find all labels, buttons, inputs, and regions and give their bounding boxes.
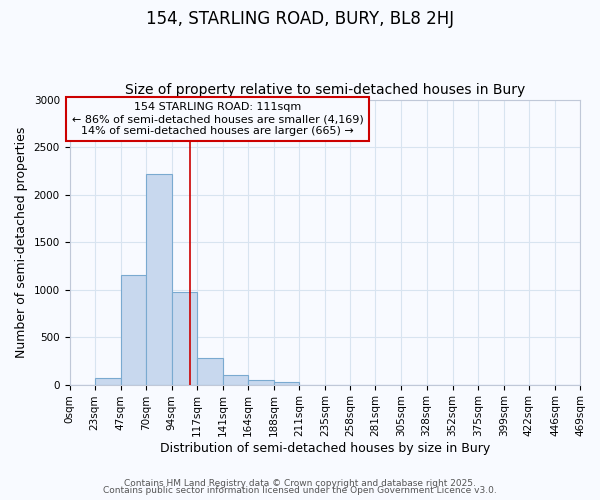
Text: 154, STARLING ROAD, BURY, BL8 2HJ: 154, STARLING ROAD, BURY, BL8 2HJ [146,10,454,28]
Bar [121,276,146,384]
Text: 154 STARLING ROAD: 111sqm
← 86% of semi-detached houses are smaller (4,169)
14% : 154 STARLING ROAD: 111sqm ← 86% of semi-… [72,102,364,136]
Text: Contains HM Land Registry data © Crown copyright and database right 2025.: Contains HM Land Registry data © Crown c… [124,478,476,488]
Text: Contains public sector information licensed under the Open Government Licence v3: Contains public sector information licen… [103,486,497,495]
X-axis label: Distribution of semi-detached houses by size in Bury: Distribution of semi-detached houses by … [160,442,490,455]
Bar [197,358,223,384]
Bar [248,380,274,384]
Bar [172,292,197,384]
Bar [274,382,299,384]
Title: Size of property relative to semi-detached houses in Bury: Size of property relative to semi-detach… [125,83,525,97]
Y-axis label: Number of semi-detached properties: Number of semi-detached properties [15,126,28,358]
Bar [95,378,121,384]
Bar [146,174,172,384]
Bar [223,374,248,384]
